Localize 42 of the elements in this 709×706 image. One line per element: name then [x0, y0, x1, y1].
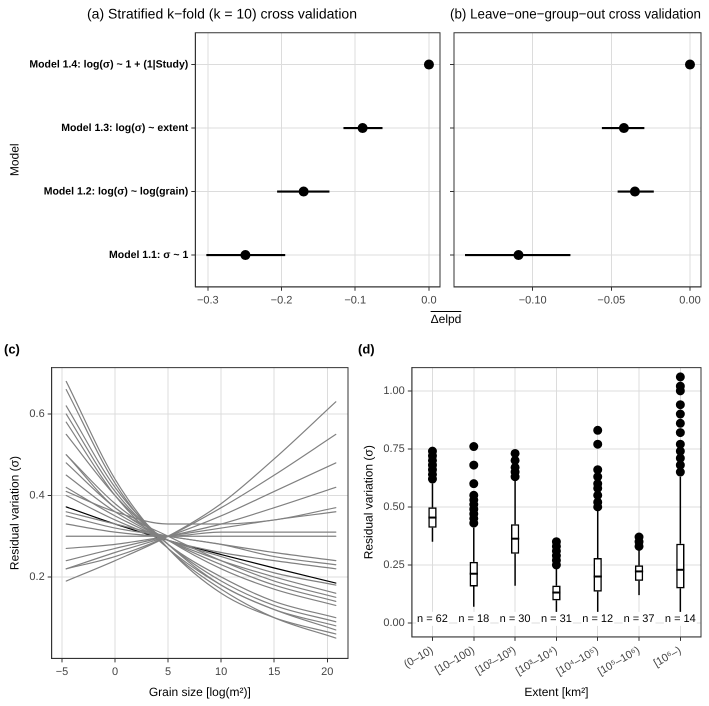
annotation: n = 62	[417, 612, 448, 625]
x-tick-label: −0.10	[518, 294, 547, 306]
annotation: n = 37	[624, 612, 654, 625]
x-tick-label: 5	[165, 666, 172, 678]
x-tick-label: 0.0	[421, 294, 437, 306]
annotation: n = 18	[458, 612, 490, 625]
y-tick-label: 0.6	[29, 408, 45, 420]
x-tick-label: −0.05	[597, 294, 626, 306]
x-axis-title: Extent [km²]	[524, 685, 588, 700]
x-tick-label: −0.3	[196, 294, 219, 306]
y-axis-title: Model	[8, 143, 22, 176]
y-tick-label: 0.50	[383, 500, 405, 513]
x-tick-label: −0.1	[344, 294, 366, 306]
x-axis-title: Grain size [log(m²)]	[148, 685, 251, 700]
annotation: n = 31	[540, 612, 572, 625]
y-tick-label: 0.25	[383, 558, 405, 571]
annotation: n = 14	[664, 612, 696, 625]
x-tick-label: −5	[56, 666, 68, 678]
y-tick-label: 0.00	[383, 616, 405, 629]
x-tick-label: 20	[321, 666, 334, 678]
annotation: n = 12	[582, 612, 614, 625]
x-tick-label: 0.00	[679, 294, 701, 306]
y-tick-label: 0.4	[29, 490, 45, 502]
annotation: n = 30	[500, 612, 531, 625]
y-tick-label: Model 1.3: log(σ) ~ extent	[61, 122, 189, 134]
y-tick-label: Model 1.1: σ ~ 1	[109, 248, 188, 261]
y-tick-label: 1.00	[383, 384, 405, 397]
x-tick-label: 0	[112, 666, 118, 678]
chart-title: (c)	[4, 341, 20, 356]
x-tick-label: 15	[268, 666, 280, 678]
chart-title: (a) Stratified k−fold (k = 10) cross validation	[86, 5, 358, 22]
x-tick-label: 10	[215, 666, 228, 678]
y-axis-title: Residual variation (σ)	[362, 445, 376, 560]
y-axis-title: Residual variation (σ)	[8, 456, 22, 570]
x-axis-title: Δelpd	[430, 312, 462, 326]
y-tick-label: 0.75	[383, 442, 405, 455]
y-tick-label: Model 1.2: log(σ) ~ log(grain)	[44, 185, 188, 198]
chart-title: (d)	[358, 341, 375, 356]
y-tick-label: 0.2	[29, 570, 45, 583]
chart-title: (b) Leave−one−group−out cross validation	[450, 6, 701, 22]
y-tick-label: Model 1.4: log(σ) ~ 1 + (1|Study)	[29, 58, 188, 70]
x-tick-label: −0.2	[270, 294, 292, 306]
